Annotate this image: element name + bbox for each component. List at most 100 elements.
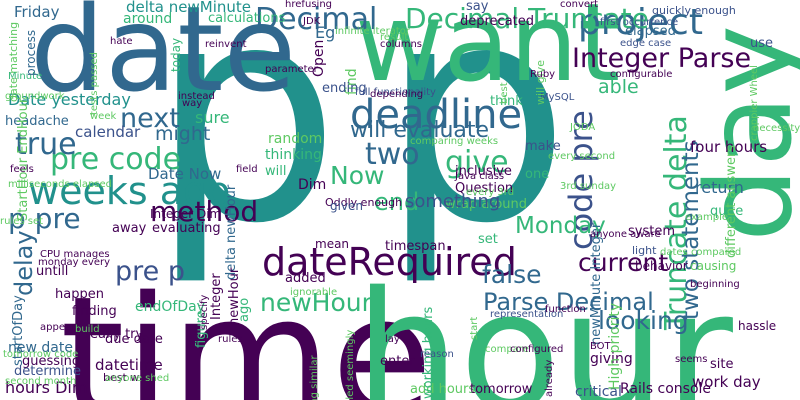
cloud-word: representation (490, 309, 564, 320)
cloud-word: Friday (14, 3, 60, 21)
cloud-word: lay (385, 334, 400, 345)
cloud-word: tests passed (89, 52, 100, 115)
cloud-word: tomorrow code (3, 349, 79, 360)
cloud-word: infinite iterator (335, 26, 411, 37)
cloud-word: second month (5, 376, 77, 387)
cloud-word: dateRequired (262, 240, 517, 284)
cloud-word: end (374, 188, 420, 216)
cloud-word: added (285, 271, 326, 286)
cloud-word: delta newMinute (126, 0, 251, 16)
cloud-word: way (182, 98, 203, 109)
cloud-word: reason (420, 349, 454, 360)
cloud-word: random (268, 131, 323, 147)
cloud-word: causing (690, 259, 737, 273)
cloud-word: different answers (724, 144, 739, 258)
cloud-word: JDK (303, 16, 321, 27)
cloud-word: Parse Decimal (483, 288, 654, 316)
cloud-word: best (499, 82, 510, 104)
cloud-word: Monday (515, 213, 606, 239)
cloud-word: BOT (590, 341, 611, 352)
cloud-word: deprecated (460, 14, 535, 29)
cloud-word: anyone shed (105, 373, 170, 384)
cloud-word: milliseconds elapsed (8, 179, 113, 190)
cloud-word: MySQL (540, 92, 575, 103)
cloud-word: delta newHour (224, 184, 239, 280)
cloud-word: exist already (544, 359, 555, 400)
cloud-word: headache (5, 114, 69, 129)
cloud-word: evaluating (152, 221, 221, 236)
cloud-word: current (578, 248, 669, 277)
cloud-word: beginning (690, 279, 740, 290)
cloud-word: result (380, 32, 409, 43)
cloud-word: hate (110, 36, 133, 47)
cloud-word: build (75, 324, 100, 335)
cloud-word: system (628, 224, 675, 239)
cloud-word: failed seemingly (345, 329, 356, 400)
cloud-word: compare (485, 344, 529, 355)
cloud-word: work day (692, 373, 761, 391)
cloud-word: will evaluate (350, 118, 490, 143)
cloud-word: around (123, 11, 173, 27)
cloud-word: two (365, 137, 420, 172)
cloud-word: JODA (570, 122, 596, 133)
cloud-word: Dim (298, 177, 327, 193)
cloud-word: reinvent (205, 39, 247, 50)
cloud-word: process (24, 29, 38, 76)
cloud-word: finding (72, 304, 117, 319)
cloud-word: Date Now (148, 165, 222, 183)
cloud-word: two statements (678, 140, 704, 320)
cloud-word: happen (55, 287, 104, 302)
cloud-word: monday every (38, 257, 111, 268)
cloud-word: every second (548, 151, 616, 162)
cloud-word: configured (510, 344, 564, 355)
cloud-word: inclusive (455, 164, 512, 179)
cloud-word: example (685, 212, 729, 223)
cloud-word: p (150, 0, 341, 289)
cloud-word: convert (560, 0, 599, 10)
cloud-word: Rails console (620, 381, 712, 397)
cloud-word: seems (675, 354, 708, 365)
cloud-word: method (150, 195, 259, 228)
cloud-word: columns (380, 39, 423, 50)
cloud-word: anyone aware (590, 229, 661, 240)
cloud-word: give (445, 145, 509, 180)
cloud-word: four hours (690, 138, 768, 156)
cloud-word: thinking (265, 147, 322, 163)
cloud-word: might (155, 123, 211, 145)
cloud-word: away (112, 221, 147, 236)
cloud-word: light (632, 244, 657, 257)
cloud-word: next (120, 103, 180, 134)
cloud-word: newHour (260, 288, 372, 317)
cloud-word: calendar (75, 123, 141, 141)
cloud-word: full functionality (355, 87, 436, 98)
cloud-word: untill (36, 264, 69, 279)
cloud-word: ending (322, 81, 367, 96)
cloud-word: something (405, 191, 501, 212)
cloud-word: Now (330, 161, 385, 190)
cloud-word: appear (40, 322, 76, 333)
cloud-word: groundwork (5, 91, 65, 102)
cloud-word: will (265, 164, 287, 179)
cloud-word: function (545, 304, 586, 315)
cloud-word: date (30, 0, 297, 118)
cloud-word: datetime (95, 356, 163, 374)
cloud-word: mean (315, 237, 350, 251)
cloud-word: return (695, 178, 744, 197)
cloud-word: depending (370, 89, 424, 100)
cloud-word: feels (10, 164, 34, 175)
cloud-word: rules set (0, 216, 44, 227)
cloud-word: newHour (227, 267, 242, 326)
cloud-word: StartHour EndHour (16, 97, 31, 221)
cloud-word: hour (355, 256, 733, 400)
cloud-word: due date (105, 332, 163, 347)
cloud-word: instead (178, 91, 215, 102)
cloud-word: make (525, 139, 561, 154)
cloud-word: pre code (50, 142, 182, 177)
cloud-word: determine (14, 364, 81, 379)
cloud-word: href (285, 0, 305, 10)
cloud-word: Ruby (530, 69, 556, 80)
cloud-word: using (305, 0, 333, 10)
cloud-word: comparing weeks (410, 136, 499, 147)
cloud-word: one (525, 167, 550, 182)
cloud-word: something similar (309, 355, 320, 400)
